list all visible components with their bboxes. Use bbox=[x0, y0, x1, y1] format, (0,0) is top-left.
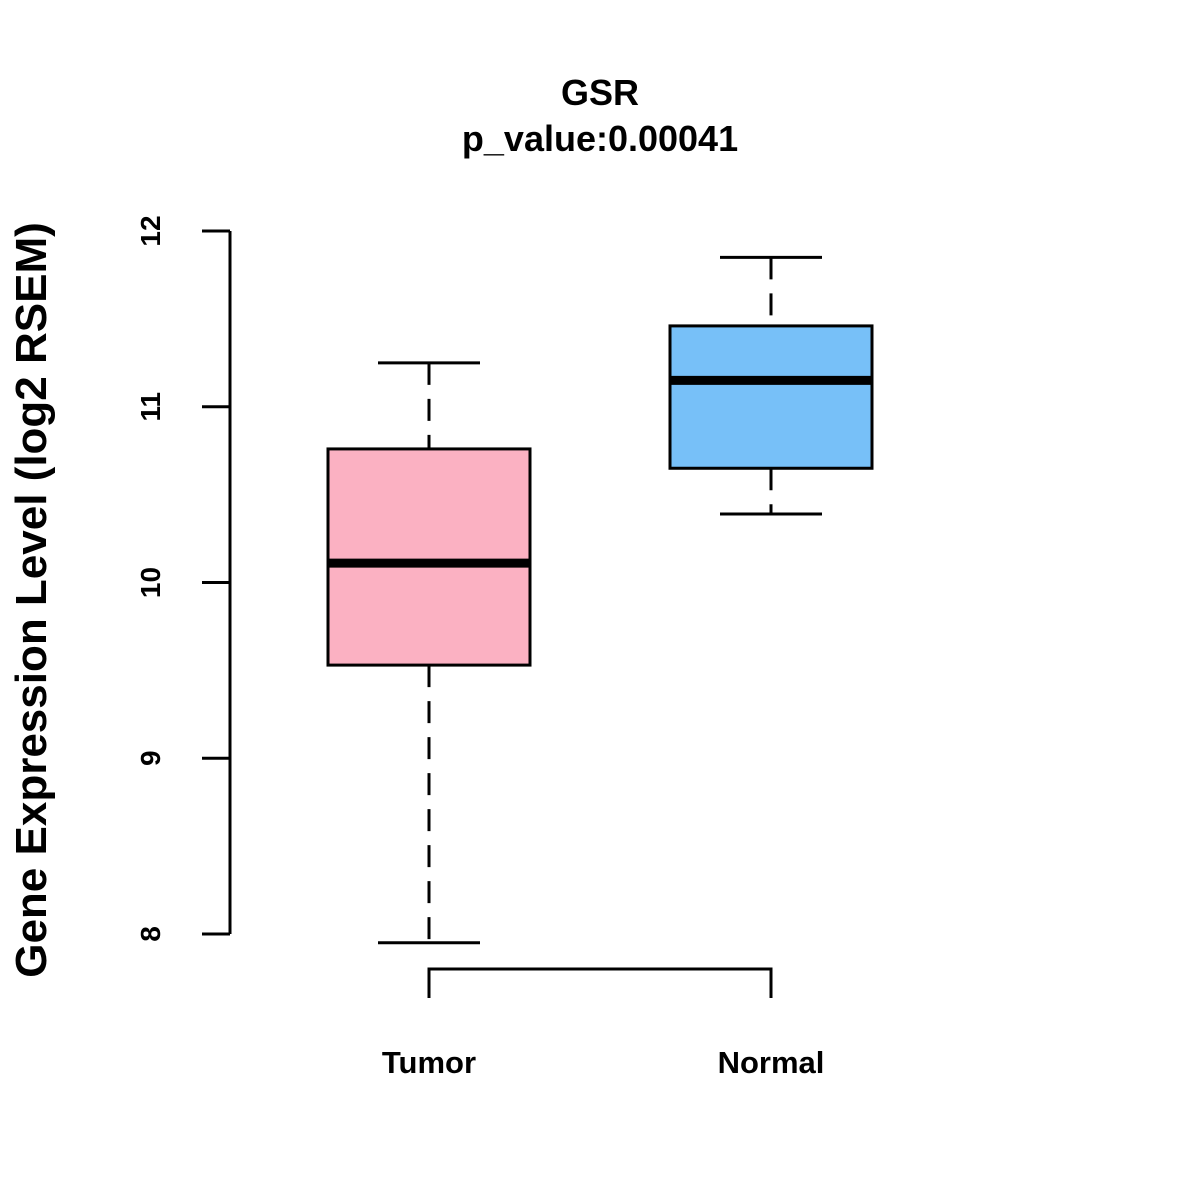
x-tick-label-normal: Normal bbox=[718, 1045, 825, 1080]
y-axis-label: Gene Expression Level (log2 RSEM) bbox=[7, 222, 56, 978]
y-tick-label-12: 12 bbox=[135, 215, 166, 246]
x-axis-line bbox=[427, 967, 773, 998]
box-group bbox=[326, 255, 874, 945]
x-axis-bracket bbox=[427, 967, 773, 998]
y-tick-label-8: 8 bbox=[135, 926, 166, 942]
box-tumor bbox=[326, 361, 532, 945]
iqr-box-tumor bbox=[326, 447, 532, 667]
x-axis-category-labels: Tumor Normal bbox=[382, 1045, 824, 1080]
y-tick-label-11: 11 bbox=[135, 392, 166, 422]
y-tick-label-10: 10 bbox=[135, 567, 166, 598]
chart-subtitle: p_value:0.00041 bbox=[462, 118, 738, 159]
x-tick-label-tumor: Tumor bbox=[382, 1045, 476, 1080]
y-tick-label-9: 9 bbox=[135, 750, 166, 766]
y-axis-ticks: 8 9 10 11 12 bbox=[135, 215, 230, 942]
chart-title: GSR bbox=[561, 72, 639, 113]
iqr-box-normal bbox=[668, 324, 874, 470]
box-normal bbox=[668, 255, 874, 516]
